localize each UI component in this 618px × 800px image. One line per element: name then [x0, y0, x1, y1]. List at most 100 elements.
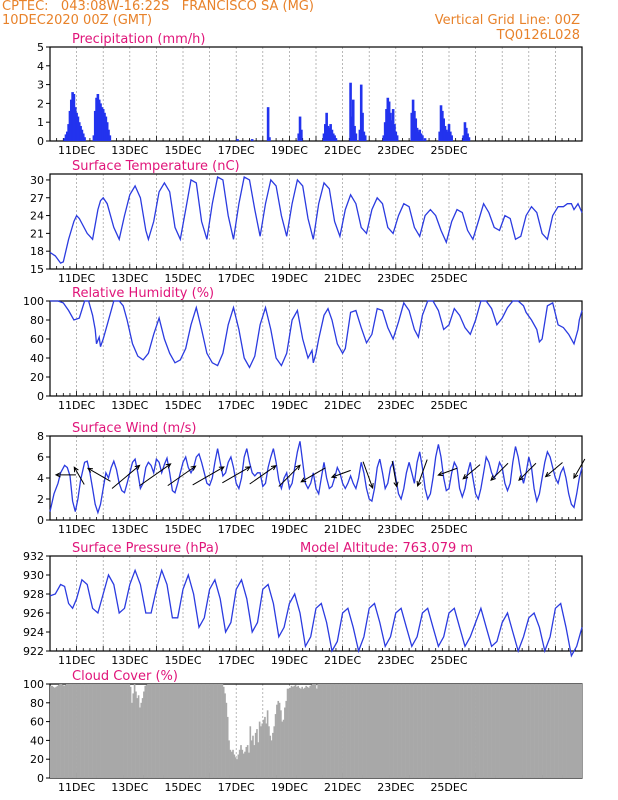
- cloud-bar: [326, 684, 329, 778]
- precip-x-tick-label: 17DEC: [218, 144, 255, 157]
- cloud-bar: [117, 684, 120, 778]
- precip-bar: [65, 131, 69, 141]
- cloud-bar: [490, 684, 492, 778]
- cloud-bar: [72, 684, 75, 778]
- cloud-bar: [390, 684, 393, 778]
- temp-x-tick-label: 21DEC: [324, 272, 361, 285]
- cloud-bar: [522, 684, 524, 778]
- cloud-bar: [57, 684, 60, 778]
- cloud-bar: [478, 684, 480, 778]
- cloud-bar: [290, 685, 293, 778]
- cloud-bar: [308, 687, 310, 778]
- cloud-bar: [284, 707, 286, 778]
- cloud-bar: [175, 684, 177, 778]
- cloud-bar: [181, 684, 184, 778]
- cloud-bar: [101, 684, 104, 778]
- cloud-bar: [272, 732, 274, 778]
- cloud-bar: [280, 710, 282, 778]
- wind-arrow: [139, 463, 172, 487]
- cloud-bar: [65, 684, 68, 778]
- cloud-bar: [415, 684, 418, 778]
- precip-y-tick-label: 0: [37, 135, 44, 148]
- cloud-bar: [547, 684, 550, 778]
- cloud-bar: [369, 684, 371, 778]
- wind-arrow: [86, 467, 111, 482]
- cloud-bar: [518, 684, 520, 778]
- cloud-bar: [389, 684, 391, 778]
- wind-arrow: [362, 461, 374, 490]
- cloud-bar: [527, 684, 530, 778]
- temp-y-tick-label: 15: [30, 263, 44, 276]
- cloud-bar: [159, 684, 161, 778]
- humidity-x-tick-label: 21DEC: [324, 399, 361, 412]
- cloud-bar: [395, 684, 398, 778]
- precip-bar: [361, 112, 364, 141]
- cloud-bar: [554, 684, 556, 778]
- cloud-bar: [210, 684, 213, 778]
- cloud-bar: [552, 684, 555, 778]
- cloud-bar: [125, 684, 128, 778]
- cloud-bar: [221, 684, 224, 778]
- precip-bar: [418, 129, 422, 141]
- precip-bar: [411, 99, 415, 141]
- cloud-bar: [87, 684, 89, 778]
- cloud-bar: [449, 684, 451, 778]
- precip-bar: [96, 94, 100, 141]
- wind-arrow: [573, 458, 586, 480]
- humidity-x-tick-label: 19DEC: [271, 399, 308, 412]
- cloud-bar: [309, 685, 311, 778]
- humidity-series-line: [50, 300, 583, 369]
- cloud-bar: [119, 684, 121, 778]
- cloud-bar: [149, 684, 152, 778]
- cloud-bar: [576, 684, 579, 778]
- precip-bar: [391, 109, 395, 141]
- cloud-bar: [236, 759, 238, 778]
- cloud-bar: [350, 684, 353, 778]
- wind-arrow: [544, 462, 563, 478]
- wind-x-tick-label: 15DEC: [164, 523, 201, 536]
- humidity-title: Relative Humidity (%): [72, 286, 214, 301]
- cloud-bar: [301, 686, 303, 778]
- cloud-bar: [429, 684, 431, 778]
- cloud-bar: [413, 684, 415, 778]
- header-grid-note: Vertical Grid Line: 00Z: [434, 13, 580, 28]
- cloud-bar: [355, 684, 358, 778]
- cloud-bar: [165, 684, 168, 778]
- cloud-bar: [160, 684, 163, 778]
- cloud-bar: [539, 684, 542, 778]
- cloud-bar: [241, 749, 244, 778]
- precip-bar: [104, 116, 108, 141]
- cloud-bar: [75, 684, 77, 778]
- cloud-bar: [177, 684, 180, 778]
- temp-x-tick-label: 11DEC: [58, 272, 95, 285]
- cloud-bar: [466, 684, 468, 778]
- cloud-bar: [559, 684, 562, 778]
- precip-bar: [358, 129, 362, 141]
- humidity-y-tick-label: 20: [30, 371, 44, 384]
- humidity-x-tick-label: 15DEC: [164, 399, 201, 412]
- cloud-bar: [250, 740, 253, 778]
- precip-bar: [97, 99, 101, 141]
- cloud-bar: [327, 684, 330, 778]
- cloud-bar: [378, 684, 381, 778]
- precip-bar: [419, 133, 423, 141]
- wind-arrow: [278, 464, 301, 487]
- cloud-bar: [208, 684, 210, 778]
- cloud-bar: [526, 684, 528, 778]
- cloud-bar: [186, 684, 189, 778]
- precip-bar: [79, 125, 82, 141]
- cloud-bar: [379, 684, 382, 778]
- cloud-bar: [262, 719, 265, 778]
- cloud-bar: [59, 684, 61, 778]
- cloud-bar: [192, 684, 194, 778]
- cloud-bar: [423, 684, 426, 778]
- wind-x-tick-label: 23DEC: [377, 523, 414, 536]
- cloud-bar: [437, 684, 439, 778]
- cloud-bar: [555, 684, 558, 778]
- cloud-bar: [514, 684, 516, 778]
- cloud-bar: [536, 684, 539, 778]
- pressure-x-tick-label: 11DEC: [58, 654, 95, 667]
- wind-arrow: [249, 465, 277, 485]
- cloud-bar: [520, 684, 523, 778]
